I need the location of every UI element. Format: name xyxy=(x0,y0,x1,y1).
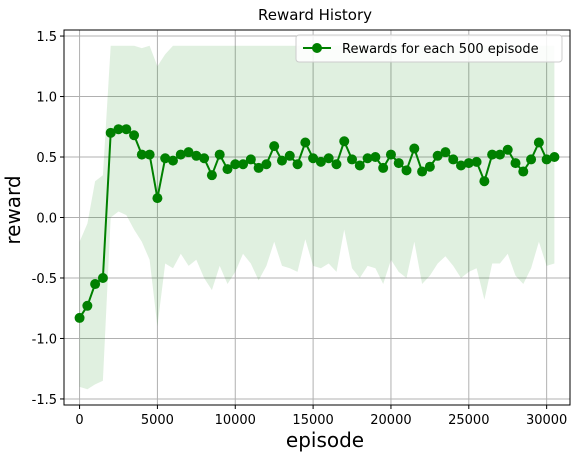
data-point xyxy=(129,130,140,141)
data-point xyxy=(526,154,537,165)
data-point xyxy=(385,149,396,160)
data-point xyxy=(510,158,521,169)
data-point xyxy=(448,154,459,165)
data-point xyxy=(230,159,241,170)
data-point xyxy=(432,150,443,161)
data-point xyxy=(300,137,311,148)
data-point xyxy=(463,158,474,169)
data-point xyxy=(549,152,560,163)
data-point xyxy=(494,149,505,160)
data-point xyxy=(393,158,404,169)
legend-marker-sample xyxy=(312,43,322,53)
y-tick-label: 1.0 xyxy=(36,91,57,106)
data-point xyxy=(518,166,529,177)
data-point xyxy=(424,161,435,172)
data-point xyxy=(347,154,358,165)
series-points xyxy=(74,124,560,323)
y-tick-label: 0.5 xyxy=(36,151,57,166)
data-point xyxy=(533,137,544,148)
legend-entry-label: Rewards for each 500 episode xyxy=(342,42,539,57)
data-point xyxy=(175,149,186,160)
data-point xyxy=(315,156,326,167)
y-axis-label: reward xyxy=(1,175,25,244)
data-point xyxy=(74,312,85,323)
data-point xyxy=(409,143,420,154)
data-point xyxy=(276,155,287,166)
data-point xyxy=(401,165,412,176)
x-tick-label: 20000 xyxy=(370,413,411,428)
data-point xyxy=(323,153,334,164)
data-point xyxy=(82,300,93,311)
y-tick-label: -1.0 xyxy=(32,332,57,347)
chart-title: Reward History xyxy=(258,6,372,24)
data-point xyxy=(440,147,451,158)
y-tick-label: -1.5 xyxy=(32,393,57,408)
y-tick-label: 0.0 xyxy=(36,212,57,227)
reward-band xyxy=(79,45,555,390)
data-point xyxy=(354,160,365,171)
x-axis: 0 5000 10000 15000 20000 25000 30000 xyxy=(75,405,567,428)
data-point xyxy=(308,153,319,164)
data-point xyxy=(261,159,272,170)
data-point xyxy=(206,170,217,181)
data-point xyxy=(417,166,428,177)
data-point xyxy=(292,159,303,170)
x-tick-label: 25000 xyxy=(448,413,489,428)
data-point xyxy=(136,149,147,160)
data-point xyxy=(183,147,194,158)
data-point xyxy=(456,160,467,171)
data-point xyxy=(167,155,178,166)
x-tick-label: 15000 xyxy=(292,413,333,428)
data-point xyxy=(487,149,498,160)
data-point xyxy=(144,149,155,160)
data-point xyxy=(105,127,116,138)
data-point xyxy=(113,124,124,135)
y-axis: -1.5 -1.0 -0.5 0.0 0.5 1.0 1.5 xyxy=(32,30,64,408)
data-point xyxy=(339,136,350,147)
legend-box xyxy=(295,34,563,63)
data-point xyxy=(121,124,132,135)
data-point xyxy=(541,154,552,165)
y-tick-label: -0.5 xyxy=(32,272,57,287)
data-point xyxy=(238,159,249,170)
data-point xyxy=(152,193,163,204)
data-point xyxy=(331,159,342,170)
data-point xyxy=(245,154,256,165)
data-point xyxy=(502,144,513,155)
data-point xyxy=(378,162,389,173)
legend: Rewards for each 500 episode xyxy=(295,34,563,63)
x-tick-label: 5000 xyxy=(141,413,174,428)
data-point xyxy=(97,272,108,283)
data-point xyxy=(199,153,210,164)
data-point xyxy=(191,150,202,161)
data-point xyxy=(471,156,482,167)
data-point xyxy=(362,153,373,164)
x-tick-label: 0 xyxy=(75,413,83,428)
x-tick-label: 30000 xyxy=(526,413,567,428)
data-point xyxy=(222,164,233,175)
x-tick-label: 10000 xyxy=(215,413,256,428)
data-point xyxy=(90,279,101,290)
data-point xyxy=(479,176,490,187)
data-point xyxy=(269,141,280,152)
data-point xyxy=(160,153,171,164)
data-point xyxy=(284,150,295,161)
data-point xyxy=(370,152,381,163)
data-point xyxy=(253,162,264,173)
x-axis-label: episode xyxy=(286,428,364,452)
y-tick-label: 1.5 xyxy=(36,30,57,45)
data-point xyxy=(214,149,225,160)
